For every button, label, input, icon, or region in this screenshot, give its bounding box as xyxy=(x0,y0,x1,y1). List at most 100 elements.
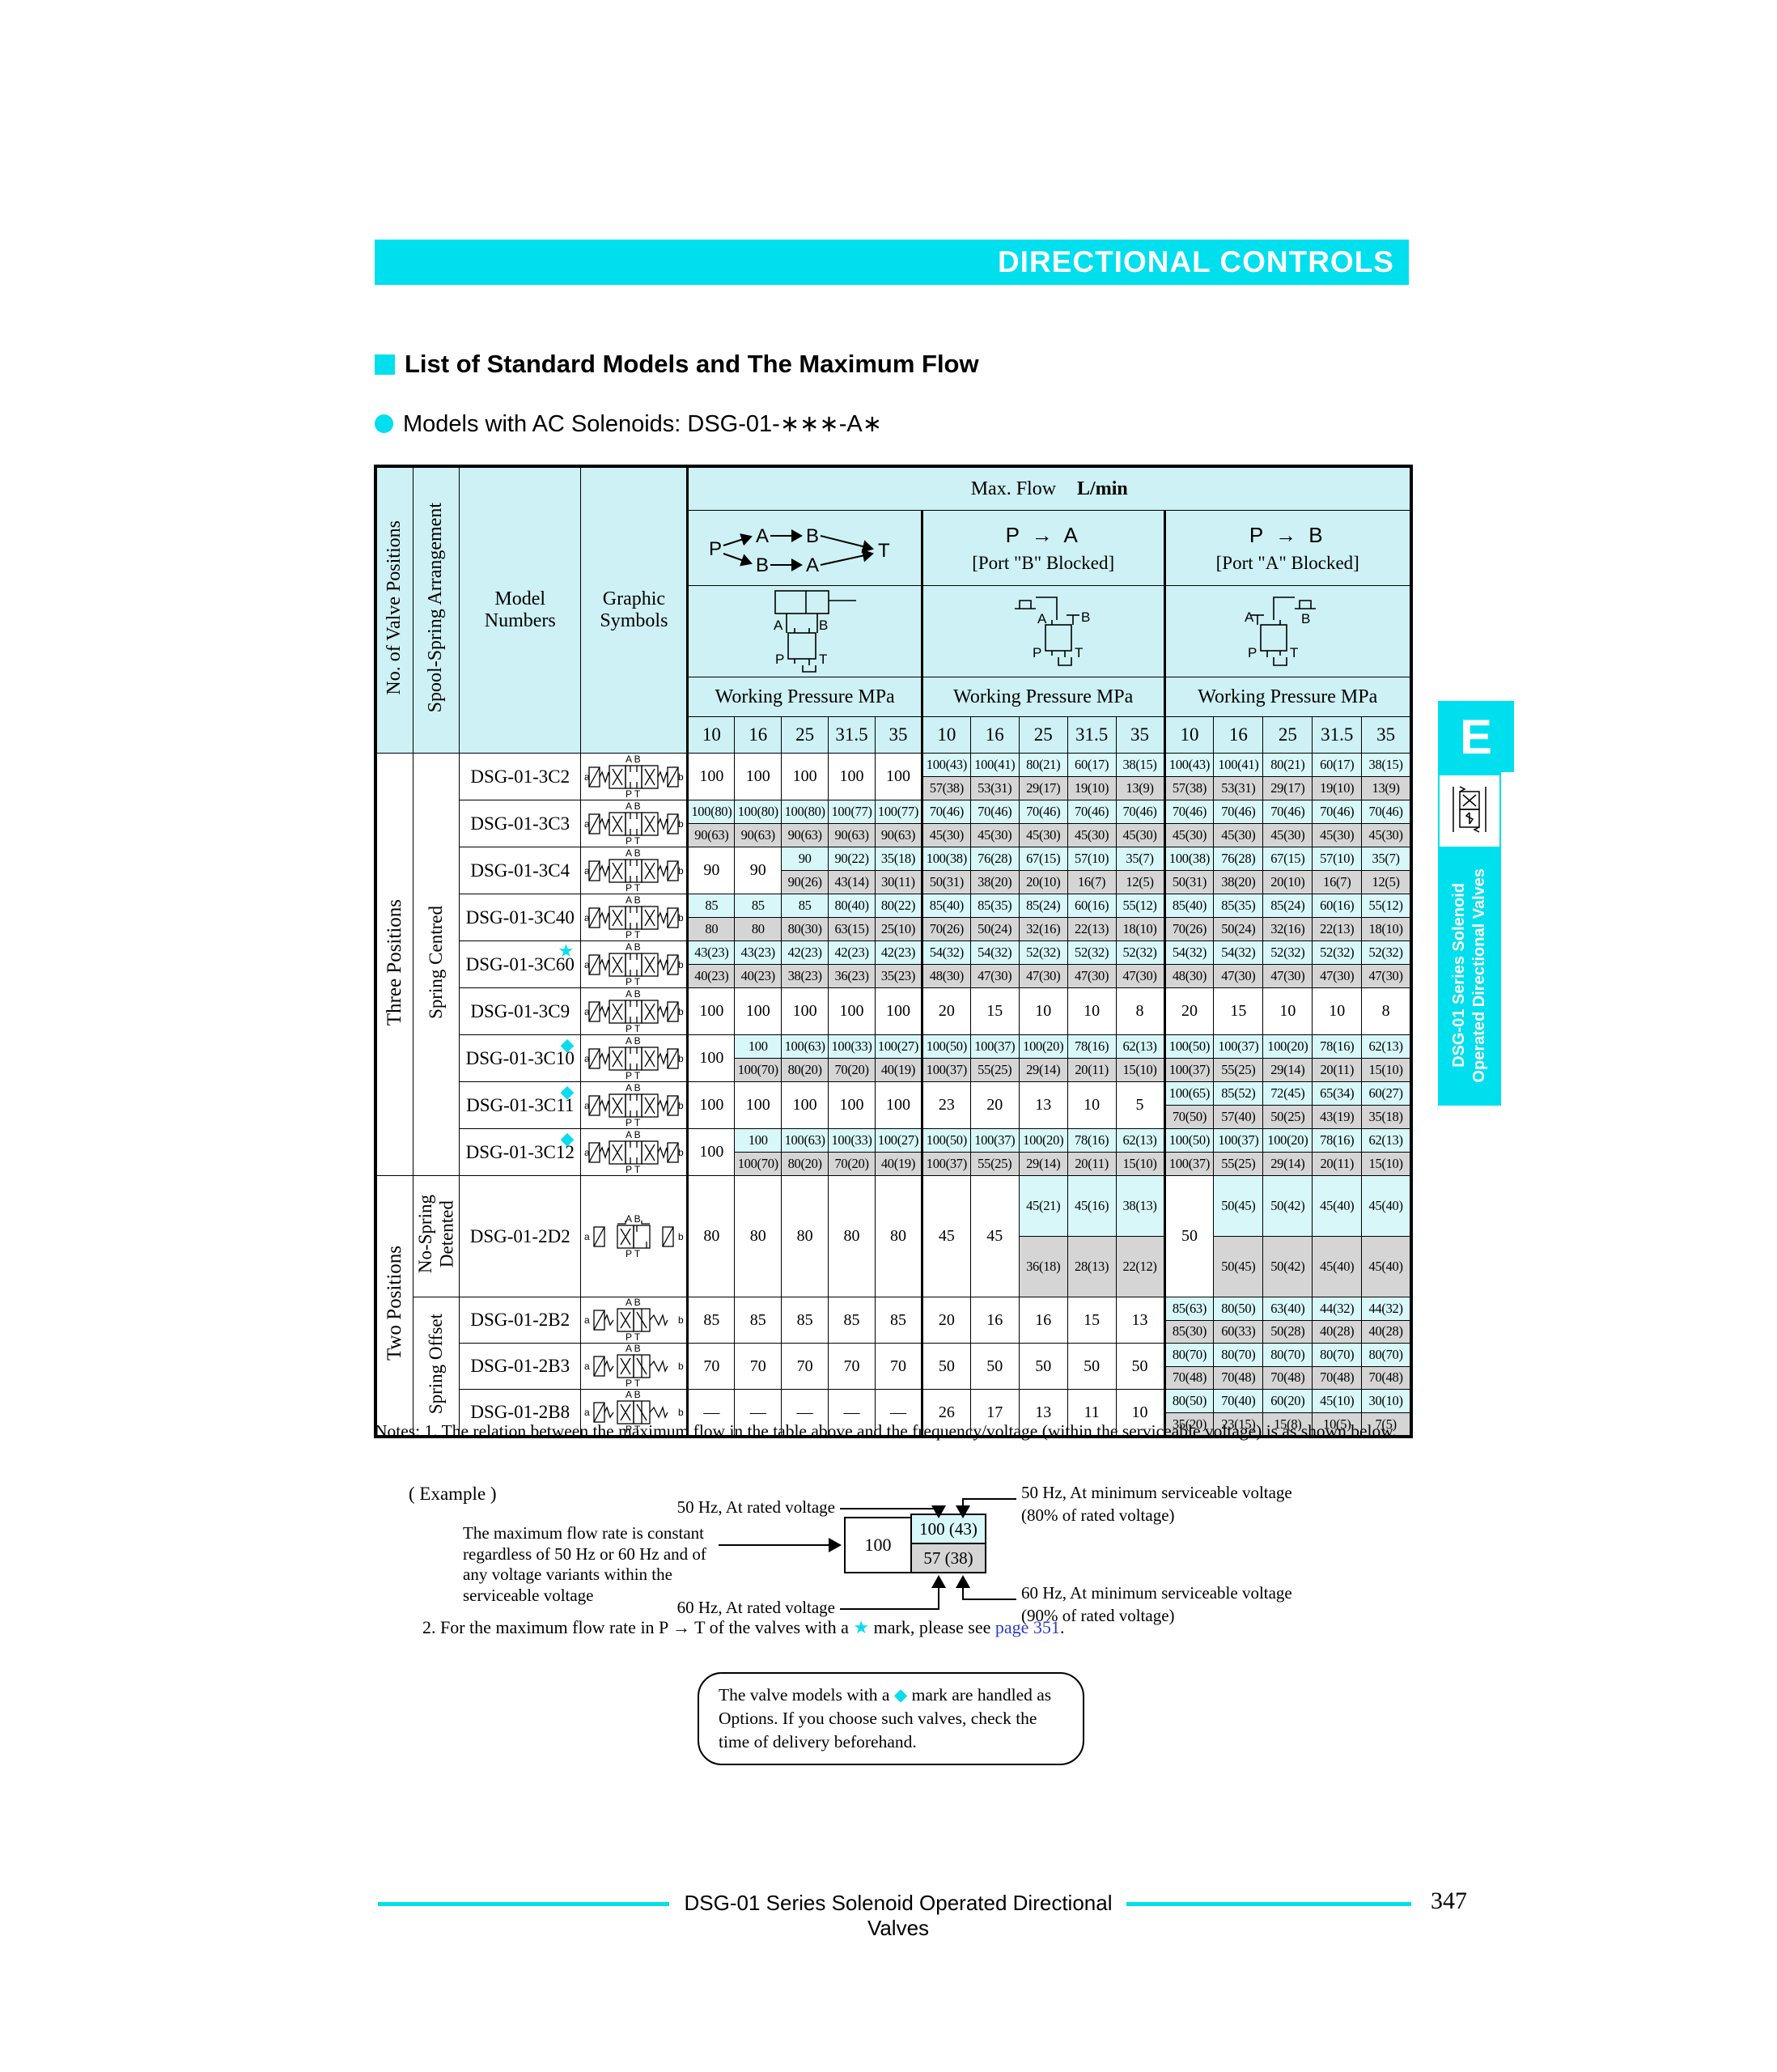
flow-cell: 100 xyxy=(686,1034,736,1082)
flow-cell-50hz: 100(43) xyxy=(920,753,971,777)
pressure-tick: 16 xyxy=(1213,716,1264,754)
svg-text:P: P xyxy=(709,538,722,560)
svg-text:a: a xyxy=(584,1361,590,1372)
model-number-cell: DSG-01-3C10 ◆ xyxy=(459,1034,582,1082)
flow-cell-60hz: 36(23) xyxy=(828,964,876,988)
flow-cell-50hz: 70(46) xyxy=(1262,800,1313,824)
flow-cell: 16 xyxy=(1018,1297,1068,1344)
flow-cell: 100 xyxy=(875,1081,922,1129)
col-header-valve-positions: No. of Valve Positions xyxy=(375,465,414,754)
graphic-symbol-cell: A B P T a b xyxy=(580,1081,689,1129)
table-row-sub: 70(48) 70(48) 70(48) 70(48) 70(48) xyxy=(375,1365,1412,1390)
valve-symbol-2-position-offset-icon: A B P T a b xyxy=(584,1390,684,1435)
svg-text:A B: A B xyxy=(626,801,641,812)
page-number: 347 xyxy=(1431,1887,1467,1914)
flow-path-diagram-icon: PA B B AT xyxy=(709,525,890,576)
flow-cell-50hz: 80(21) xyxy=(1262,753,1313,777)
flow-cell: 50 xyxy=(1115,1343,1165,1390)
flow-cell-60hz: 29(14) xyxy=(1262,1152,1313,1176)
flow-cell-60hz: 80(30) xyxy=(781,917,829,941)
flow-cell: 15 xyxy=(1067,1297,1117,1344)
svg-text:P: P xyxy=(775,652,784,667)
flow-cell-50hz: 70(46) xyxy=(1213,800,1264,824)
flow-cell-50hz: 42(23) xyxy=(875,940,922,965)
flow-cell-50hz: 30(10) xyxy=(1361,1388,1412,1414)
spool-arrangement-cell: No-Spring Detented xyxy=(413,1175,460,1297)
svg-text:P T: P T xyxy=(626,1070,641,1081)
flow-cell-50hz: 85(35) xyxy=(1213,894,1264,918)
flow-cell: 5 xyxy=(1115,1081,1165,1129)
flow-cell: 50 xyxy=(1067,1343,1117,1390)
pressure-tick: 31.5 xyxy=(1067,716,1117,754)
valve-symbol-2-position-offset-icon: A B P T a b xyxy=(584,1298,684,1343)
position-label-cell: Three Positions xyxy=(375,753,414,1176)
flow-cell: 85 xyxy=(781,1297,829,1344)
page-351-link[interactable]: page 351 xyxy=(995,1617,1060,1637)
svg-text:b: b xyxy=(678,912,684,923)
table-row-sub: 85(30) 60(33) 50(28) 40(28) 40(28) xyxy=(375,1319,1412,1344)
flow-cell-50hz: 72(45) xyxy=(1262,1081,1313,1106)
flow-cell-60hz: 70(48) xyxy=(1312,1365,1363,1390)
flow-cell-50hz: 80(70) xyxy=(1312,1343,1363,1367)
svg-text:P T: P T xyxy=(626,1164,641,1175)
flow-cell-60hz: 50(28) xyxy=(1262,1319,1313,1344)
flow-cell-60hz: 47(30) xyxy=(1262,964,1313,988)
flow-cell-50hz: 38(15) xyxy=(1361,753,1412,777)
svg-text:P: P xyxy=(1033,645,1041,660)
flow-cell-60hz: 90(63) xyxy=(781,823,829,847)
working-pressure-header: Working Pressure MPa xyxy=(686,677,922,717)
table-row-sub: 90(63) 90(63) 90(63) 90(63) 90(63) 45(30) 45(3… xyxy=(375,823,1412,847)
svg-text:B: B xyxy=(1301,611,1310,626)
footer-title: DSG-01 Series Solenoid Operated Directio… xyxy=(684,1891,1113,1940)
flow-cell-50hz: 100(50) xyxy=(920,1128,971,1153)
flow-cell: — xyxy=(828,1389,876,1437)
flow-cell: 100 xyxy=(875,753,922,800)
flow-cell-60hz: 90(63) xyxy=(734,823,782,847)
flow-cell-60hz: 10(5) xyxy=(1312,1412,1363,1437)
flow-cell: 26 xyxy=(920,1389,971,1437)
flow-cell-60hz: 45(30) xyxy=(1115,823,1165,847)
example-label-60hz-rated: 60 Hz, At rated voltage xyxy=(676,1598,835,1617)
flow-cell-60hz: 100(37) xyxy=(920,1152,971,1176)
graphic-symbol-cell: A B P T a b xyxy=(580,1389,689,1437)
flow-cell-50hz: 100(20) xyxy=(1262,1034,1313,1059)
flow-cell-60hz: 50(42) xyxy=(1262,1236,1313,1297)
flow-cell-50hz: 80(70) xyxy=(1213,1343,1264,1367)
model-number-cell: DSG-01-3C40 xyxy=(459,894,582,941)
pressure-tick: 35 xyxy=(1115,716,1165,754)
flow-cell-60hz: 70(48) xyxy=(1361,1365,1412,1390)
flow-cell-50hz: 43(23) xyxy=(734,940,782,965)
flow-cell-50hz: 100(80) xyxy=(686,800,736,824)
svg-text:A B: A B xyxy=(626,1214,641,1225)
side-tab-title: DSG-01 Series Solenoid Operated Directio… xyxy=(1450,868,1488,1083)
model-number: DSG-01-2B8 xyxy=(470,1402,570,1422)
section-bullet-icon xyxy=(375,354,395,375)
flow-cell-60hz: 29(14) xyxy=(1018,1152,1068,1176)
model-number-cell: DSG-01-3C60 ★ xyxy=(459,940,582,988)
flow-cell-60hz: 80 xyxy=(686,917,736,941)
cylinder-circuit-icon: A B P T xyxy=(774,590,856,673)
flow-cell-50hz: 38(13) xyxy=(1115,1175,1165,1237)
svg-text:a: a xyxy=(584,1314,590,1326)
flow-cell-50hz: 80(40) xyxy=(828,894,876,918)
flow-cell-60hz: 23(15) xyxy=(1213,1412,1264,1437)
model-number: DSG-01-3C9 xyxy=(470,1000,570,1021)
flow-cell-50hz: 80(22) xyxy=(875,894,922,918)
flow-cell-50hz: 100(41) xyxy=(969,753,1020,777)
flow-cell-60hz: 90(26) xyxy=(781,870,829,894)
flow-cell: 100 xyxy=(875,987,922,1035)
svg-text:a: a xyxy=(584,1407,590,1418)
position-label-cell: Two Positions xyxy=(375,1175,414,1437)
svg-text:A B: A B xyxy=(626,1344,641,1354)
model-number: DSG-01-3C12 xyxy=(465,1141,575,1162)
flow-cell: 45 xyxy=(969,1175,1020,1297)
flow-cell-50hz: 65(34) xyxy=(1312,1081,1363,1106)
flow-group-glyph-3: A B P T xyxy=(1163,585,1412,677)
flow-cell-50hz: 85(24) xyxy=(1262,894,1313,918)
table-row: Two Positions No-Spring Detented DSG-01-2D… xyxy=(375,1175,1412,1437)
flow-cell-50hz: 60(20) xyxy=(1262,1388,1313,1414)
flow-cell-60hz: 28(13) xyxy=(1067,1236,1117,1297)
